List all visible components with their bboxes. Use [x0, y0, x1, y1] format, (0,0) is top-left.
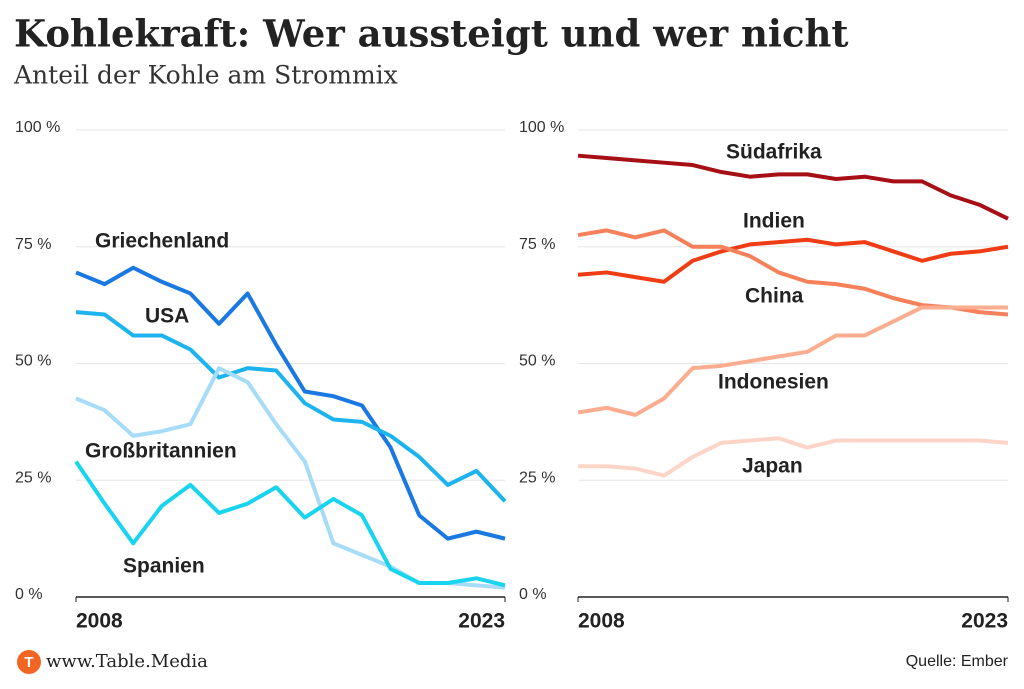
y-tick-label: 100 % [15, 119, 60, 136]
series-line [577, 237, 1009, 284]
series-label: Japan [742, 455, 803, 478]
y-tick-label: 0 % [519, 586, 547, 603]
series-label: Großbritannien [85, 440, 237, 463]
y-tick-label: 100 % [519, 119, 564, 136]
series-line [577, 305, 1008, 417]
series-label: Griechenland [95, 230, 229, 253]
series-label: USA [145, 305, 189, 328]
series-label: Indien [743, 210, 805, 233]
series-label: Indonesien [718, 371, 829, 394]
series-line [75, 310, 507, 503]
y-tick-label: 50 % [519, 353, 555, 370]
brand: www.Table.Media [46, 651, 208, 672]
x-tick-label: 2023 [961, 610, 1008, 633]
series-label: Südafrika [726, 141, 822, 164]
series-line [578, 436, 1009, 478]
series-line [74, 460, 506, 588]
subtitle: Anteil der Kohle am Strommix [13, 61, 398, 90]
y-tick-label: 25 % [15, 469, 51, 486]
series-line [577, 153, 1009, 221]
y-tick-label: 75 % [519, 236, 555, 253]
logo-letter: T [24, 654, 33, 671]
series-line [75, 265, 506, 541]
source: Quelle: Ember [906, 653, 1009, 670]
logo [17, 650, 41, 674]
x-tick-label: 2008 [578, 610, 625, 633]
y-tick-label: 75 % [15, 236, 51, 253]
x-tick-label: 2008 [76, 610, 123, 633]
y-tick-label: 0 % [15, 586, 43, 603]
series-label: Spanien [123, 555, 205, 578]
series-label: China [745, 285, 804, 308]
y-tick-label: 25 % [519, 469, 555, 486]
x-tick-label: 2023 [458, 610, 505, 633]
title: Kohlekraft: Wer aussteigt und wer nicht [14, 12, 849, 56]
y-tick-label: 50 % [15, 353, 51, 370]
